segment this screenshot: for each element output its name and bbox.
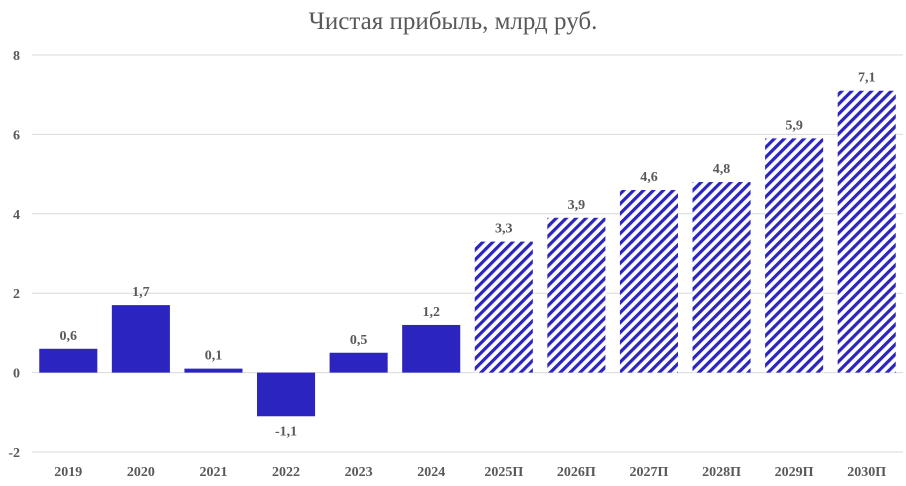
- bar: [474, 241, 533, 373]
- bars: [39, 90, 896, 417]
- bar: [547, 217, 606, 373]
- value-label: 3,3: [495, 222, 513, 237]
- y-tick-label: 2: [13, 287, 20, 302]
- value-label: 0,6: [60, 329, 78, 344]
- value-label: 1,2: [422, 305, 440, 320]
- x-tick-label: 2021: [199, 465, 227, 480]
- value-label: 4,8: [713, 162, 731, 177]
- y-axis-ticks: -2 0 2 4 6 8: [8, 49, 20, 461]
- x-axis-ticks: 2019 2020 2021 2022 2023 2024 2025П 2026П 2027П 2…: [54, 465, 886, 480]
- value-label: 1,7: [132, 285, 150, 300]
- x-tick-label: 2025П: [484, 465, 523, 480]
- value-label: 3,9: [568, 198, 586, 213]
- x-tick-label: 2027П: [630, 465, 669, 480]
- value-label: 4,6: [640, 170, 658, 185]
- bar: [111, 305, 170, 373]
- value-labels: 0,6 1,7 0,1 -1,1 0,5 1,2 3,3 3,9 4,6 4,8 5,9 7,1: [60, 71, 876, 440]
- bar: [329, 352, 388, 373]
- bar: [39, 348, 98, 373]
- x-tick-label: 2023: [345, 465, 373, 480]
- x-tick-label: 2019: [54, 465, 82, 480]
- bar: [692, 182, 751, 373]
- x-tick-label: 2028П: [702, 465, 741, 480]
- value-label: 7,1: [858, 71, 876, 86]
- bar: [837, 90, 896, 373]
- chart-title: Чистая прибыль, млрд руб.: [308, 8, 598, 35]
- bar: [184, 368, 243, 373]
- x-tick-label: 2026П: [557, 465, 596, 480]
- x-tick-label: 2030П: [847, 465, 886, 480]
- gridlines: [32, 54, 903, 453]
- y-tick-label: -2: [8, 446, 20, 461]
- value-label: -1,1: [275, 424, 297, 439]
- x-tick-label: 2020: [127, 465, 155, 480]
- value-label: 0,5: [350, 333, 368, 348]
- bar: [402, 324, 461, 373]
- bar: [257, 372, 316, 417]
- value-label: 5,9: [785, 118, 803, 133]
- x-tick-label: 2022: [272, 465, 300, 480]
- y-tick-label: 6: [13, 128, 20, 143]
- x-tick-label: 2024: [417, 465, 445, 480]
- y-tick-label: 8: [13, 49, 20, 64]
- bar: [619, 189, 678, 373]
- y-tick-label: 4: [13, 208, 20, 223]
- value-label: 0,1: [205, 349, 223, 364]
- bar: [765, 138, 824, 373]
- y-tick-label: 0: [13, 367, 20, 382]
- x-tick-label: 2029П: [775, 465, 814, 480]
